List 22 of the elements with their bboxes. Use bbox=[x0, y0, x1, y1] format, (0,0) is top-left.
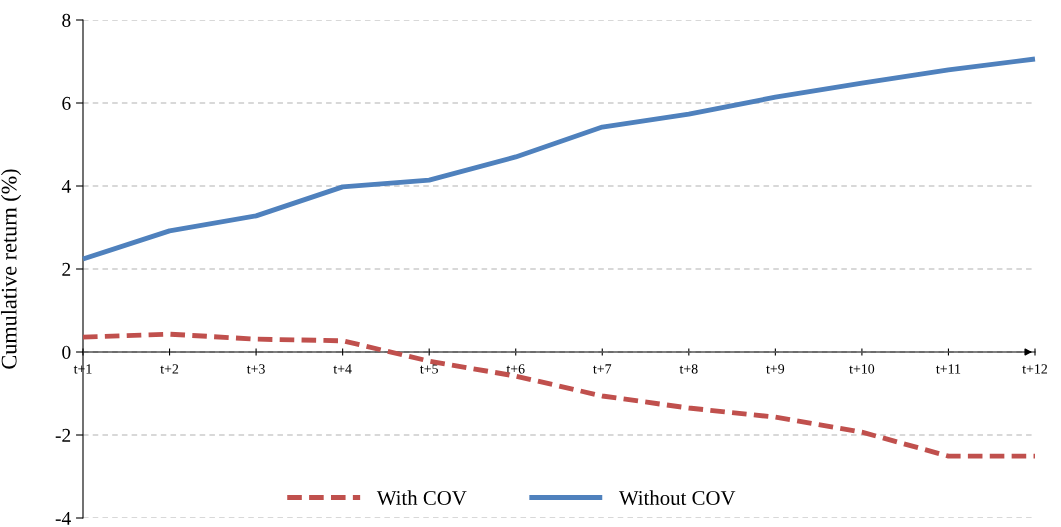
y-tick-label: 6 bbox=[62, 96, 71, 110]
legend-label: With COV bbox=[376, 490, 467, 506]
x-tick-label: t+2 bbox=[160, 364, 179, 374]
x-tick-label: t+6 bbox=[506, 364, 525, 374]
x-tick-label: t+10 bbox=[849, 364, 875, 374]
y-tick-label: 0 bbox=[62, 345, 71, 359]
x-tick-label: t+3 bbox=[246, 364, 265, 374]
y-tick-label: -2 bbox=[55, 428, 71, 442]
x-tick-label: t+9 bbox=[766, 364, 785, 374]
x-tick-label: t+7 bbox=[593, 364, 612, 374]
y-tick-label: 8 bbox=[62, 13, 71, 27]
x-tick-label: t+8 bbox=[679, 364, 698, 374]
y-axis-title: Cumulative return (%) bbox=[0, 169, 22, 369]
y-tick-label: -4 bbox=[55, 511, 71, 525]
x-tick-label: t+4 bbox=[333, 364, 352, 374]
y-tick-label: 2 bbox=[62, 262, 71, 276]
line-series bbox=[80, 56, 1038, 262]
y-tick-label: 4 bbox=[61, 179, 71, 193]
legend-label: Without COV bbox=[618, 490, 736, 506]
x-tick-label: t+5 bbox=[420, 364, 438, 374]
x-tick-label: t+12 bbox=[1022, 364, 1048, 374]
x-tick-label: t+11 bbox=[936, 364, 961, 374]
